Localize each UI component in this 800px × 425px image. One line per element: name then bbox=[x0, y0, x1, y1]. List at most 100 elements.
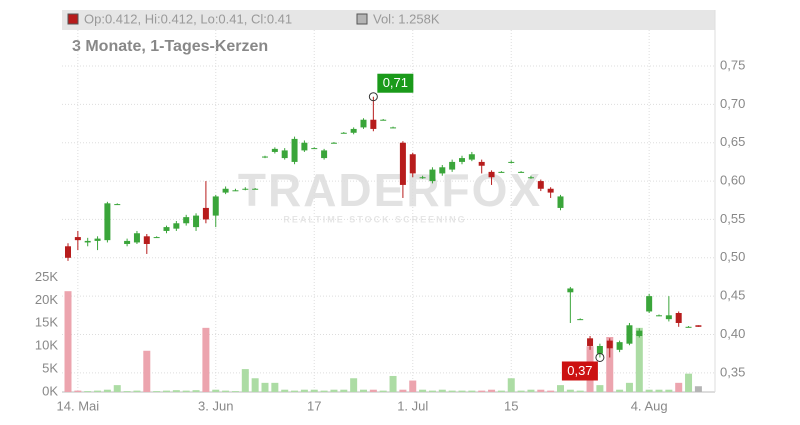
candle-body bbox=[626, 325, 633, 344]
candle-body bbox=[518, 171, 525, 173]
candle-body bbox=[65, 246, 71, 258]
volume-bar bbox=[685, 373, 693, 392]
volume-bar bbox=[123, 391, 131, 392]
volume-bar bbox=[369, 389, 377, 392]
candle-body bbox=[646, 296, 653, 312]
volume-bar bbox=[64, 291, 72, 392]
volume-bar bbox=[517, 390, 525, 392]
candle-body bbox=[606, 340, 613, 349]
y-tick-label: 0,60 bbox=[720, 173, 745, 188]
candle-body bbox=[124, 240, 131, 244]
volume-bar bbox=[606, 337, 614, 392]
volume-bar bbox=[616, 389, 624, 392]
volume-bar bbox=[694, 386, 702, 392]
volume-bar bbox=[557, 385, 564, 392]
candle-body bbox=[311, 148, 318, 150]
candle-body bbox=[399, 142, 406, 185]
candle-body bbox=[271, 148, 278, 152]
volume-bar bbox=[143, 350, 151, 392]
volume-bar bbox=[172, 390, 180, 392]
volume-bar bbox=[94, 390, 102, 392]
volume-bar bbox=[300, 389, 308, 392]
volume-bar bbox=[399, 389, 407, 392]
volume-bar bbox=[192, 390, 200, 392]
candle-body bbox=[616, 342, 623, 350]
candle-body bbox=[104, 203, 111, 241]
volume-bar bbox=[458, 390, 466, 392]
annotation-label: 0,71 bbox=[383, 75, 408, 90]
x-tick-label: 3. Jun bbox=[198, 398, 233, 413]
volume-bar bbox=[222, 390, 230, 392]
volume-bar bbox=[340, 389, 348, 392]
volume-bar bbox=[478, 390, 486, 392]
volume-bar bbox=[537, 389, 545, 392]
candle-body bbox=[291, 138, 298, 162]
volume-bar bbox=[153, 391, 161, 392]
candle-body bbox=[498, 171, 505, 173]
volume-bar bbox=[497, 390, 505, 392]
volume-bar bbox=[488, 389, 496, 392]
candle-body bbox=[232, 190, 239, 192]
volume-bar bbox=[438, 389, 446, 392]
volume-bar bbox=[468, 390, 476, 392]
annotation-marker bbox=[368, 92, 378, 102]
volume-bar bbox=[645, 389, 653, 392]
candle-body bbox=[380, 119, 387, 121]
candle-body bbox=[596, 345, 603, 354]
candle-body bbox=[665, 315, 672, 320]
candle-body bbox=[242, 188, 249, 190]
candle-body bbox=[74, 237, 81, 241]
x-tick-label: 17 bbox=[307, 398, 321, 413]
candle-body bbox=[330, 142, 337, 144]
candle-body bbox=[222, 188, 229, 193]
volume-bar bbox=[241, 369, 249, 392]
candle-body bbox=[636, 330, 643, 337]
volume-bar bbox=[84, 391, 92, 392]
volume-bar bbox=[576, 390, 584, 392]
volume-bar bbox=[655, 389, 663, 392]
candle-body bbox=[656, 315, 662, 317]
volume-bar bbox=[665, 389, 673, 392]
candle-body bbox=[439, 167, 446, 174]
annotation-marker bbox=[595, 352, 605, 362]
candle-body bbox=[390, 127, 397, 129]
candle-body bbox=[301, 142, 308, 151]
subtitle: 3 Monate, 1-Tages-Kerzen bbox=[72, 38, 268, 55]
volume-bar bbox=[675, 382, 683, 392]
candle-body bbox=[281, 150, 288, 159]
volume-bar bbox=[360, 389, 367, 392]
candle-body bbox=[478, 161, 485, 166]
volume-bar bbox=[182, 390, 190, 392]
volume-tick-label: 10K bbox=[35, 338, 58, 353]
volume-bar bbox=[320, 390, 328, 392]
volume-bar bbox=[74, 390, 82, 392]
volume-bar bbox=[310, 389, 318, 392]
candle-body bbox=[163, 227, 170, 231]
volume-bar bbox=[596, 385, 604, 392]
info-bar bbox=[62, 10, 715, 30]
y-tick-label: 0,70 bbox=[720, 96, 745, 111]
candle-body bbox=[94, 238, 101, 241]
y-tick-label: 0,75 bbox=[720, 57, 745, 72]
y-tick-label: 0,65 bbox=[720, 134, 745, 149]
volume-bar bbox=[409, 380, 417, 392]
volume-bar bbox=[635, 327, 643, 392]
watermark: TRADERFOX bbox=[238, 164, 542, 216]
candle-body bbox=[685, 326, 692, 328]
volume-bar bbox=[133, 390, 141, 392]
annotation-label: 0,37 bbox=[567, 363, 592, 378]
candle-body bbox=[557, 196, 564, 208]
x-tick-label: 1. Jul bbox=[397, 398, 428, 413]
candle-body bbox=[202, 207, 209, 220]
info-text: Op:0.412, Hi:0.412, Lo:0.41, Cl:0.41 bbox=[84, 11, 292, 26]
y-tick-label: 0,45 bbox=[720, 288, 745, 303]
candle-body bbox=[508, 161, 515, 163]
x-tick-label: 15 bbox=[504, 398, 518, 413]
candle-body bbox=[409, 154, 416, 174]
y-tick-label: 0,35 bbox=[720, 364, 745, 379]
volume-tick-label: 15K bbox=[35, 315, 58, 330]
volume-info: Vol: 1.258K bbox=[373, 11, 440, 26]
candle-body bbox=[577, 319, 584, 321]
candle-body bbox=[153, 237, 160, 239]
